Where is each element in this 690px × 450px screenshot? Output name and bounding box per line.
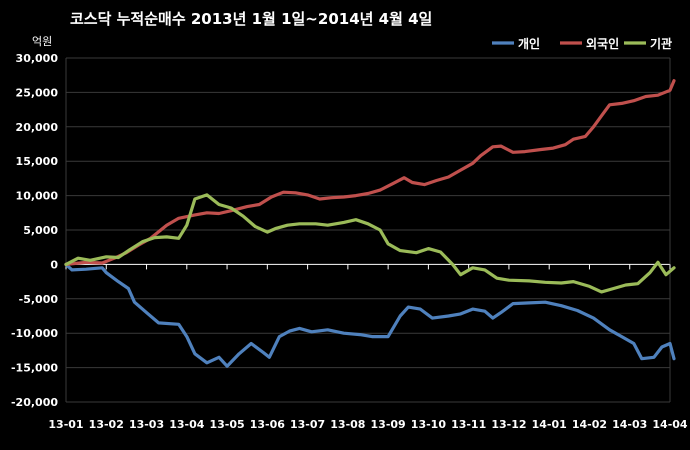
legend-label-기관: 기관 xyxy=(650,36,672,51)
x-tick-label: 13-11 xyxy=(451,418,486,431)
legend-label-개인: 개인 xyxy=(518,36,540,51)
x-tick-label: 13-12 xyxy=(491,418,526,431)
y-tick-label: -10,000 xyxy=(11,327,58,340)
series-line-개인 xyxy=(64,262,676,368)
y-tick-label: -15,000 xyxy=(11,362,58,375)
series-line-외국인 xyxy=(64,79,676,266)
x-tick-label: 14-04 xyxy=(652,418,688,431)
x-tick-label: 14-02 xyxy=(572,418,607,431)
y-tick-label: 15,000 xyxy=(16,155,59,168)
x-tick-label: 13-04 xyxy=(169,418,205,431)
y-tick-label: 25,000 xyxy=(16,86,59,99)
x-tick-label: 13-03 xyxy=(129,418,164,431)
legend-label-외국인: 외국인 xyxy=(586,36,619,51)
y-tick-label: 20,000 xyxy=(16,121,59,134)
y-tick-label: 5,000 xyxy=(23,224,58,237)
x-tick-label: 13-06 xyxy=(250,418,286,431)
y-axis-unit-label: 억원 xyxy=(32,35,53,48)
y-tick-label: -20,000 xyxy=(11,396,58,409)
y-tick-label: 30,000 xyxy=(16,52,59,65)
x-tick-label: 14-03 xyxy=(612,418,647,431)
x-tick-label: 13-10 xyxy=(411,418,447,431)
x-axis-ticks: 13-01 13-02 13-03 13-04 13-05 13-06 13-07 13-08… xyxy=(48,264,688,431)
x-tick-label: 13-07 xyxy=(290,418,325,431)
chart-title: 코스닥 누적순매수 2013년 1월 1일~2014년 4월 4일 xyxy=(70,10,433,28)
x-tick-label: 13-02 xyxy=(89,418,124,431)
series-lines xyxy=(64,79,676,368)
y-tick-label: 10,000 xyxy=(16,190,59,203)
x-tick-label: 13-05 xyxy=(209,418,244,431)
x-tick-label: 13-01 xyxy=(48,418,83,431)
gridlines xyxy=(65,57,671,403)
y-axis-ticks: 30,000 25,000 20,000 15,000 10,000 5,000 0 -5,0… xyxy=(11,52,58,409)
legend: 개인 외국인 기관 xyxy=(492,36,672,51)
x-tick-label: 14-01 xyxy=(532,418,567,431)
x-tick-label: 13-09 xyxy=(371,418,406,431)
y-tick-label: 0 xyxy=(50,258,58,271)
y-tick-label: -5,000 xyxy=(19,293,59,306)
series-line-기관 xyxy=(64,193,676,294)
x-tick-label: 13-08 xyxy=(330,418,365,431)
